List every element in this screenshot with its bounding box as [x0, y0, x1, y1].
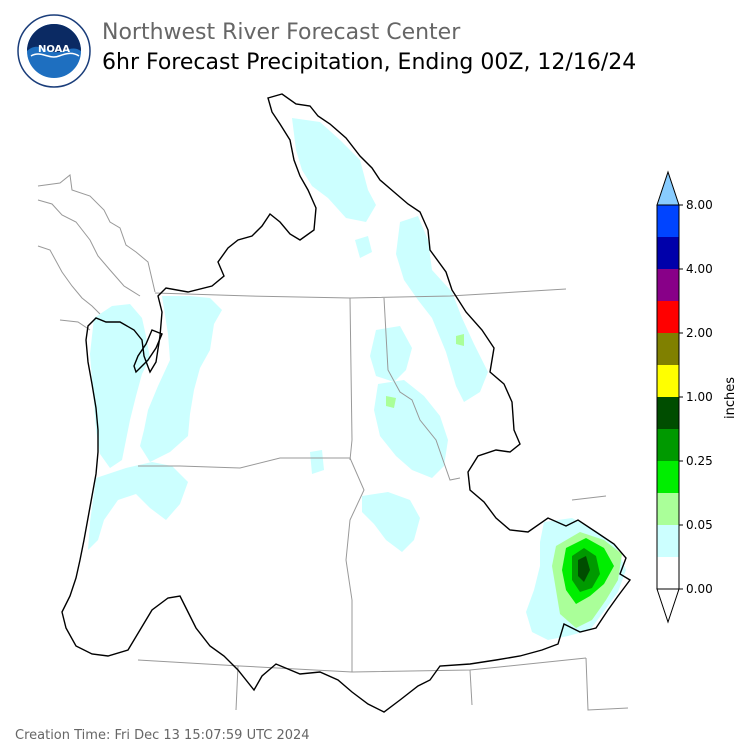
colorbar-max-arrow	[656, 170, 680, 206]
coastline-bc	[37, 174, 156, 331]
colorbar-tick-label: 4.00	[686, 262, 713, 276]
product-title: 6hr Forecast Precipitation, Ending 00Z, …	[102, 50, 637, 75]
colorbar-tick-label: 0.00	[686, 582, 713, 596]
colorbar-unit-label: inches	[723, 377, 738, 419]
puget-sound-outline	[133, 329, 163, 374]
colorbar-min-arrow	[656, 588, 680, 624]
precip-moderate-areas	[386, 334, 622, 628]
basin-boundary	[61, 93, 632, 713]
logo-text: NOAA	[38, 44, 70, 55]
colorbar-segments	[657, 205, 679, 589]
colorbar-tick-label: 0.25	[686, 454, 713, 468]
precip-colorbar: 8.00 4.00 2.00 1.00 0.25 0.05 0.00 inche…	[656, 170, 738, 624]
precip-light-areas	[88, 118, 626, 640]
noaa-logo-icon: NOAA	[17, 14, 91, 88]
colorbar-tick-label: 1.00	[686, 390, 713, 404]
state-borders	[137, 288, 629, 711]
agency-title: Northwest River Forecast Center	[102, 20, 461, 45]
colorbar-tick-label: 2.00	[686, 326, 713, 340]
creation-time: Creation Time: Fri Dec 13 15:07:59 UTC 2…	[15, 728, 310, 743]
colorbar-tick-label: 8.00	[686, 198, 713, 212]
colorbar-tick-label: 0.05	[686, 518, 713, 532]
